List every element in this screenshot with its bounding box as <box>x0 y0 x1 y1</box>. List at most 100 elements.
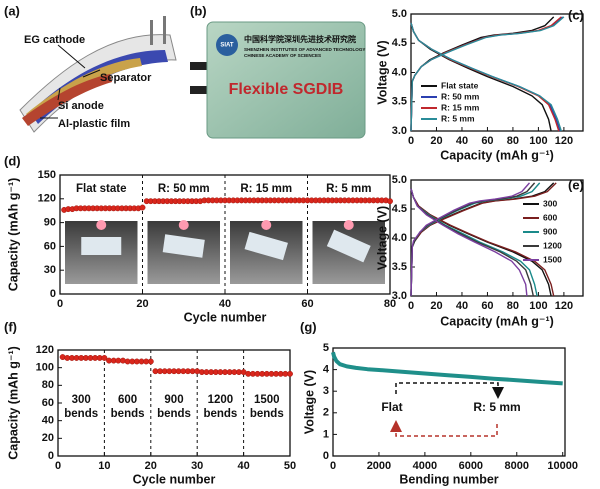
y-tick-label: 4.5 <box>392 203 407 215</box>
battery-illustration <box>19 16 177 133</box>
cell-label: Flexible SGDIB <box>229 81 344 98</box>
x-tick-label: 0 <box>408 135 414 147</box>
plot-frame <box>410 179 584 297</box>
data-point <box>147 358 154 365</box>
x-tick-label: 60 <box>301 298 313 310</box>
x-tick-label: 50 <box>284 460 296 472</box>
inset-device <box>81 237 122 255</box>
x-tick-label: 0 <box>330 460 336 472</box>
panel-label: (a) <box>4 3 20 18</box>
legend-label: 600 <box>543 212 557 222</box>
annotation: R: 5 mm <box>473 400 520 414</box>
legend-label: R: 50 mm <box>441 91 480 101</box>
y-tick-label: 4 <box>323 364 330 376</box>
inset-light <box>96 220 107 230</box>
y-tick-label: 0 <box>48 450 54 462</box>
plot-frame <box>410 13 584 132</box>
x-tick-label: 60 <box>481 300 493 312</box>
x-tick-label: 10 <box>98 460 110 472</box>
data-point <box>287 370 293 377</box>
x-tick-label: 0 <box>57 298 63 310</box>
x-axis-title: Capacity (mAh g⁻¹) <box>440 314 554 328</box>
x-tick-label: 80 <box>507 300 519 312</box>
region-label: 300 <box>72 394 91 406</box>
y-tick-label: 150 <box>38 169 56 181</box>
data-point <box>101 355 108 361</box>
data-line <box>410 182 531 297</box>
x-tick-label: 20 <box>430 135 442 147</box>
plot-frame <box>332 347 566 457</box>
data-line <box>410 16 565 132</box>
legend-label: R: 15 mm <box>441 102 480 112</box>
inset-device <box>162 234 205 258</box>
y-tick-label: 3.0 <box>392 125 407 137</box>
y-axis-title: Voltage (V) <box>375 206 389 270</box>
y-axis-title: Voltage (V) <box>302 370 316 434</box>
institute-name: 中国科学院深圳先进技术研究院 <box>244 34 356 44</box>
y-tick-label: 40 <box>42 415 54 427</box>
y-axis-title: Voltage (V) <box>375 40 389 104</box>
legend-label: 1500 <box>543 254 562 264</box>
region-label: R: 15 mm <box>240 183 292 195</box>
y-tick-label: 2 <box>323 407 329 419</box>
x-tick-label: 20 <box>136 298 148 310</box>
inset-light <box>178 220 189 230</box>
y-tick-label: 0 <box>50 288 56 300</box>
x-tick-label: 40 <box>456 300 468 312</box>
x-tick-label: 100 <box>529 135 547 147</box>
pouch-cell-photo <box>190 21 366 139</box>
region-label: 600 <box>118 394 137 406</box>
x-axis-title: Capacity (mAh g⁻¹) <box>440 148 554 162</box>
annotation: Flat <box>381 400 402 414</box>
x-axis-title: Cycle number <box>184 310 267 324</box>
data-point <box>387 198 393 205</box>
y-tick-label: 0 <box>323 450 329 462</box>
x-tick-label: 40 <box>456 135 468 147</box>
part-label: Si anode <box>58 100 104 112</box>
y-tick-label: 3 <box>323 385 329 397</box>
x-tick-label: 0 <box>408 300 414 312</box>
data-line <box>410 182 536 297</box>
x-tick-label: 6000 <box>459 460 483 472</box>
y-tick-label: 5.0 <box>392 174 407 186</box>
region-label: bends <box>157 408 191 420</box>
x-tick-label: 80 <box>507 135 519 147</box>
region-label: R: 50 mm <box>158 183 210 195</box>
x-tick-label: 60 <box>481 135 493 147</box>
region-label: bends <box>111 408 145 420</box>
legend-label: Flat state <box>441 80 479 90</box>
institute-name: SHENZHEN INSTITUTES OF ADVANCED TECHNOLO… <box>244 47 365 52</box>
region-label: 900 <box>164 394 183 406</box>
x-tick-label: 40 <box>219 298 231 310</box>
part-label: Al-plastic film <box>58 118 130 130</box>
y-tick-label: 60 <box>42 397 54 409</box>
institute-name: CHINESE ACADEMY OF SCIENCES <box>244 53 321 58</box>
y-tick-label: 5 <box>323 342 329 354</box>
x-axis-title: Bending number <box>399 472 498 486</box>
legend-label: 300 <box>543 198 557 208</box>
data-line <box>410 16 555 132</box>
x-tick-label: 40 <box>237 460 249 472</box>
x-tick-label: 8000 <box>505 460 529 472</box>
region-label: bends <box>64 408 98 420</box>
x-tick-label: 10000 <box>547 460 578 472</box>
x-tick-label: 100 <box>529 300 547 312</box>
x-axis-title: Cycle number <box>133 472 216 486</box>
y-tick-label: 4.0 <box>392 232 407 244</box>
y-tick-label: 4.0 <box>392 66 407 78</box>
region-label: R: 5 mm <box>326 183 371 195</box>
legend-label: 900 <box>543 226 557 236</box>
logo-text: SIAT <box>220 43 234 49</box>
x-tick-label: 120 <box>555 135 573 147</box>
y-tick-label: 3.5 <box>392 96 407 108</box>
y-tick-label: 3.5 <box>392 261 407 273</box>
y-tick-label: 100 <box>36 362 54 374</box>
region-label: Flat state <box>76 183 127 195</box>
y-tick-label: 90 <box>44 217 56 229</box>
panel-label: (b) <box>190 3 207 18</box>
panel-label: (e) <box>568 177 584 192</box>
y-tick-label: 4.5 <box>392 37 407 49</box>
y-tick-label: 120 <box>38 193 56 205</box>
region-label: 1200 <box>208 394 234 406</box>
